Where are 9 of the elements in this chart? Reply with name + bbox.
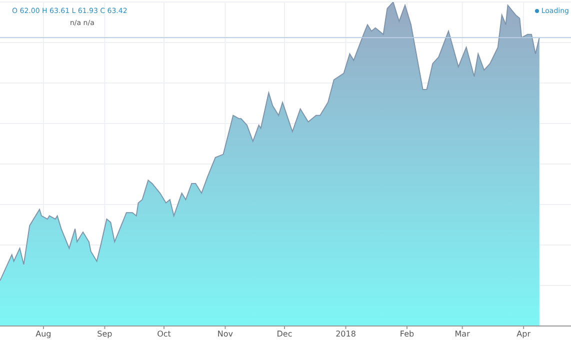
x-tick-label: Oct	[157, 330, 171, 339]
x-tick-label: Aug	[36, 330, 52, 339]
x-tick-label: 2018	[336, 330, 356, 339]
x-tick-label: Apr	[516, 330, 532, 339]
x-tick-label: Feb	[400, 330, 414, 339]
x-tick-label: Mar	[454, 330, 471, 339]
x-tick-label: Sep	[97, 330, 112, 339]
x-tick-label: Dec	[276, 330, 292, 339]
x-tick-label: Nov	[217, 330, 234, 339]
